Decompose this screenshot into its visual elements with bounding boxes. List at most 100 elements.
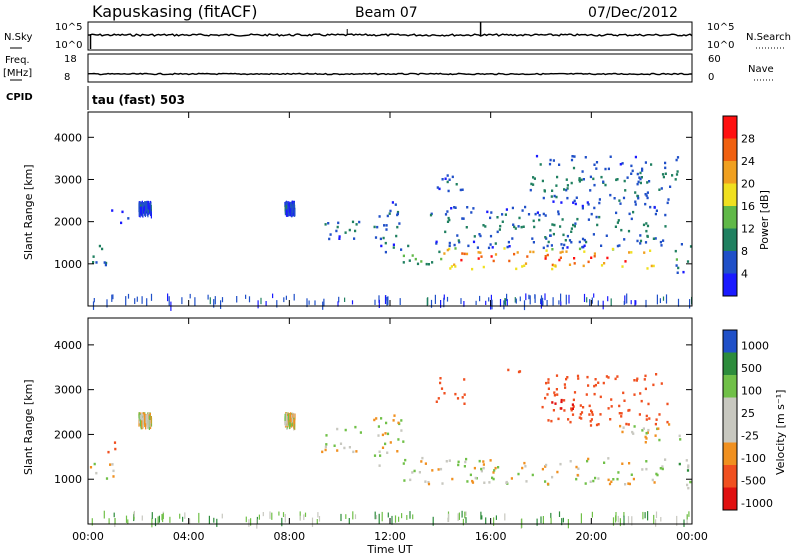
x-tick-label: 04:00 (173, 530, 205, 543)
power-cell (573, 199, 576, 203)
power-cell (213, 299, 215, 308)
power-cell (636, 172, 639, 176)
power-cell (465, 252, 469, 256)
power-cell (146, 202, 148, 211)
power-cell (351, 300, 354, 305)
velocity-cell (597, 381, 600, 384)
velocity-cell (482, 460, 485, 463)
velocity-cell (282, 512, 285, 518)
power-cell (514, 297, 516, 303)
velocity-cell (544, 396, 547, 400)
power-cell (646, 234, 649, 238)
velocity-cell (643, 378, 646, 381)
power-cell (593, 252, 596, 255)
velocity-cell (317, 512, 319, 518)
power-cell (380, 244, 383, 248)
power-cell (209, 297, 211, 305)
velocity-cell (654, 422, 657, 426)
velocity-cell (589, 424, 593, 427)
power-cell (245, 294, 247, 299)
power-cell (453, 206, 456, 209)
velocity-cell (624, 483, 627, 486)
velocity-cell (609, 418, 612, 421)
power-cell (677, 298, 680, 307)
velocity-cell (647, 428, 650, 432)
power-cell (570, 227, 573, 230)
velocity-ylabel: Slant Range [km] (22, 379, 35, 475)
velocity-cell (103, 510, 105, 519)
power-cell (593, 293, 595, 298)
power-cell (645, 299, 647, 308)
velocity-cell (400, 419, 403, 422)
y-tick-label: 1000 (54, 258, 82, 271)
power-cell (641, 167, 644, 171)
velocity-cell (480, 469, 483, 473)
power-cell (572, 166, 576, 170)
power-cell (576, 217, 579, 221)
power-cell (150, 205, 152, 211)
power-cell (506, 299, 508, 306)
power-cell (620, 228, 623, 232)
power-cell (534, 294, 536, 303)
power-cell (473, 235, 476, 238)
power-cell (489, 234, 493, 238)
velocity-cell (493, 469, 496, 472)
power-cell (472, 207, 475, 210)
velocity-cell (636, 377, 639, 380)
power-cell (358, 220, 361, 224)
power-cell (103, 261, 106, 264)
velocity-cell (560, 407, 563, 410)
velocity-cell (544, 465, 547, 468)
power-cell (676, 156, 680, 159)
velocity-cell (641, 429, 644, 432)
power-cell (540, 295, 543, 303)
power-cell (650, 163, 653, 166)
power-cell (636, 182, 639, 186)
velocity-cell (556, 393, 559, 396)
power-cell (615, 211, 618, 215)
velocity-cell (627, 516, 630, 524)
power-cell (559, 256, 562, 259)
velocity-cell (645, 418, 648, 421)
power-cell (619, 163, 622, 166)
power-cell (649, 249, 652, 252)
velocity-cell (555, 374, 559, 377)
velocity-cell (687, 466, 690, 469)
velocity-cell (348, 518, 350, 524)
power-cell (573, 262, 576, 265)
power-cell (521, 265, 524, 268)
velocity-cell (550, 517, 552, 524)
nsky-tick-bottom: 10^0 (55, 40, 82, 51)
y-tick-label: 4000 (54, 339, 82, 352)
power-cell (578, 247, 582, 251)
power-cell (558, 258, 561, 262)
power-cell (449, 267, 452, 270)
power-cell (338, 235, 341, 238)
velocity-cell (377, 425, 380, 428)
power-cell (488, 297, 490, 302)
velocity-cell (404, 458, 407, 462)
velocity-cell (271, 512, 273, 520)
power-cell (429, 213, 433, 217)
power-cell (515, 267, 518, 271)
velocity-cell (474, 476, 477, 480)
velocity-cell (108, 518, 110, 525)
power-cell (598, 215, 601, 219)
velocity-cell (352, 511, 354, 520)
velocity-cell (550, 512, 552, 519)
power-cell (338, 237, 341, 240)
power-cell (591, 297, 593, 304)
power-cell (654, 212, 657, 216)
x-tick-label: 16:00 (475, 530, 507, 543)
velocity-cell (448, 513, 450, 522)
power-cell (630, 251, 633, 254)
velocity-cell (572, 405, 575, 408)
power-cell (646, 181, 649, 184)
velocity-cell (324, 445, 327, 449)
velocity-cell (355, 450, 358, 453)
power-cell (286, 201, 288, 206)
velocity-cell (292, 413, 294, 420)
velocity-cell (545, 381, 548, 385)
power-cell (590, 256, 593, 259)
